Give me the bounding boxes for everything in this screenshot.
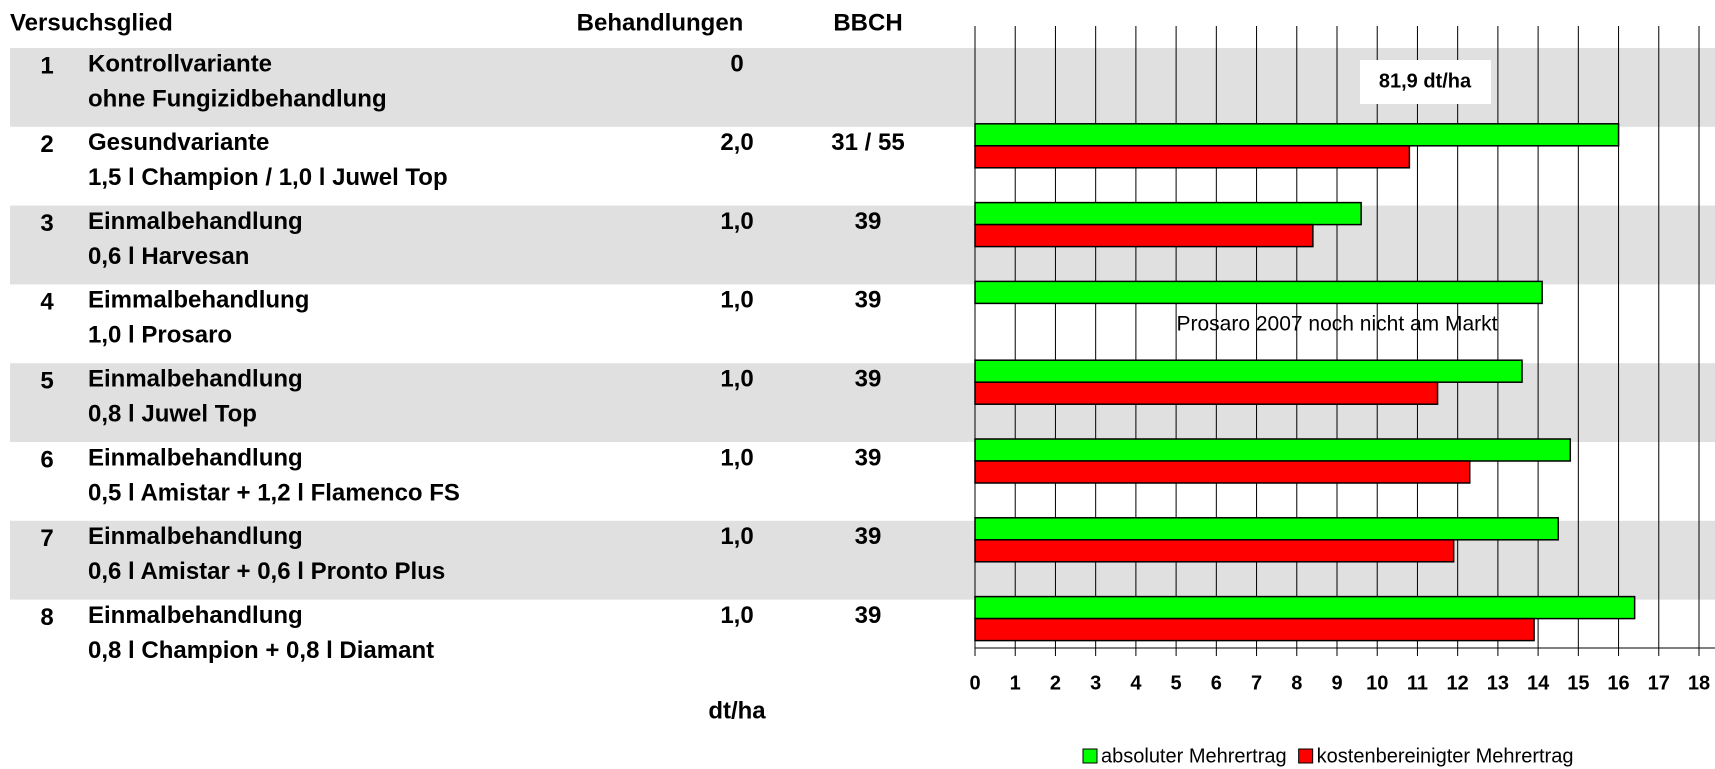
annotation: 81,9 dt/ha bbox=[1379, 70, 1472, 92]
bar bbox=[974, 381, 1439, 405]
row-bbch: 39 bbox=[855, 444, 882, 471]
x-tick-label: 17 bbox=[1648, 672, 1670, 694]
row-bbch: 39 bbox=[855, 366, 882, 393]
row-number: 4 bbox=[40, 289, 54, 316]
bar bbox=[974, 438, 1572, 462]
row-bbch: 39 bbox=[855, 287, 882, 314]
row-name: Gesundvariante bbox=[88, 129, 269, 156]
legend-swatch bbox=[1082, 748, 1098, 764]
x-tick-label: 18 bbox=[1688, 672, 1710, 694]
bar bbox=[974, 517, 1559, 541]
row-name: Einmalbehandlung bbox=[88, 523, 303, 550]
x-axis-label: dt/ha bbox=[708, 697, 766, 724]
x-tick-label: 2 bbox=[1050, 672, 1061, 694]
x-tick-label: 15 bbox=[1567, 672, 1589, 694]
x-tick-label: 6 bbox=[1211, 672, 1222, 694]
row-product: 0,6 l Harvesan bbox=[88, 243, 249, 270]
row-number: 8 bbox=[40, 604, 53, 631]
bar bbox=[974, 223, 1314, 248]
row-number: 3 bbox=[40, 210, 53, 237]
x-tick-label: 13 bbox=[1487, 672, 1509, 694]
row-product: 0,6 l Amistar + 0,6 l Pronto Plus bbox=[88, 558, 445, 585]
bar bbox=[974, 539, 1455, 563]
x-tick-label: 4 bbox=[1130, 672, 1142, 694]
x-tick-label: 10 bbox=[1366, 672, 1388, 694]
row-product: 0,8 l Champion + 0,8 l Diamant bbox=[88, 637, 434, 664]
x-tick-label: 1 bbox=[1010, 672, 1021, 694]
row-bbch: 31 / 55 bbox=[831, 129, 904, 156]
annotation: Prosaro 2007 noch nicht am Markt bbox=[1177, 313, 1498, 336]
x-tick-label: 8 bbox=[1291, 672, 1302, 694]
row-name: Einmalbehandlung bbox=[88, 602, 303, 629]
x-tick-label: 3 bbox=[1090, 672, 1101, 694]
x-tick-label: 7 bbox=[1251, 672, 1262, 694]
row-number: 7 bbox=[40, 525, 53, 552]
x-tick-label: 12 bbox=[1447, 672, 1469, 694]
bar bbox=[974, 595, 1636, 620]
x-tick-label: 14 bbox=[1527, 672, 1550, 694]
bar bbox=[974, 460, 1471, 484]
legend-swatch bbox=[1298, 748, 1314, 764]
row-bbch: 39 bbox=[855, 208, 882, 235]
row-number: 2 bbox=[40, 131, 53, 158]
annotation-box bbox=[1360, 60, 1491, 104]
row-treatments: 1,0 bbox=[720, 287, 753, 314]
bar bbox=[974, 145, 1411, 169]
row-name: Einmalbehandlung bbox=[88, 444, 303, 471]
row-treatments: 1,0 bbox=[720, 208, 753, 235]
row-product: ohne Fungizidbehandlung bbox=[88, 85, 387, 112]
row-number: 1 bbox=[40, 52, 53, 79]
row-treatments: 1,0 bbox=[720, 602, 753, 629]
row-name: Eimmalbehandlung bbox=[88, 287, 309, 314]
legend-label: absoluter Mehrertrag bbox=[1101, 745, 1287, 767]
x-tick-label: 9 bbox=[1331, 672, 1342, 694]
row-bbch: 39 bbox=[855, 602, 882, 629]
x-tick-label: 0 bbox=[969, 672, 980, 694]
bar bbox=[974, 280, 1543, 305]
x-tick-label: 5 bbox=[1171, 672, 1182, 694]
row-treatments: 1,0 bbox=[720, 366, 753, 393]
bar bbox=[974, 617, 1535, 642]
row-product: 1,0 l Prosaro bbox=[88, 322, 232, 349]
row-product: 1,5 l Champion / 1,0 l Juwel Top bbox=[88, 164, 448, 191]
column-header: BBCH bbox=[833, 9, 902, 36]
bar bbox=[974, 359, 1523, 383]
x-tick-label: 11 bbox=[1407, 672, 1428, 694]
column-header: Behandlungen bbox=[577, 9, 744, 36]
row-name: Einmalbehandlung bbox=[88, 208, 303, 235]
row-name: Kontrollvariante bbox=[88, 50, 272, 77]
row-number: 6 bbox=[40, 446, 53, 473]
legend-label: kostenbereinigter Mehrertrag bbox=[1317, 745, 1574, 767]
x-tick-label: 16 bbox=[1607, 672, 1629, 694]
row-product: 0,8 l Juwel Top bbox=[88, 401, 257, 428]
row-treatments: 1,0 bbox=[720, 444, 753, 471]
row-treatments: 0 bbox=[730, 50, 743, 77]
bar bbox=[974, 201, 1362, 226]
row-band bbox=[10, 205, 1715, 285]
row-number: 5 bbox=[40, 368, 53, 395]
column-header: Versuchsglied bbox=[10, 9, 173, 36]
row-treatments: 2,0 bbox=[720, 129, 753, 156]
bar bbox=[974, 123, 1620, 147]
row-bbch: 39 bbox=[855, 523, 882, 550]
row-treatments: 1,0 bbox=[720, 523, 753, 550]
row-name: Einmalbehandlung bbox=[88, 366, 303, 393]
row-product: 0,5 l Amistar + 1,2 l Flamenco FS bbox=[88, 479, 460, 506]
